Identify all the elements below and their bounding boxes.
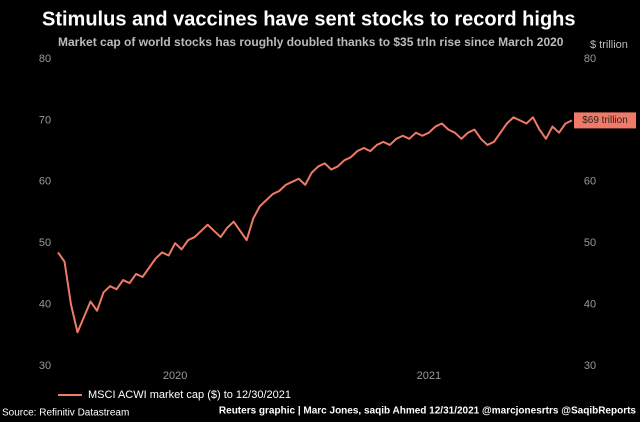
y-tick-label: 60 bbox=[39, 176, 51, 188]
line bbox=[57, 116, 573, 334]
credit: Reuters graphic | Marc Jones, saqib Ahme… bbox=[219, 406, 637, 417]
legend-label: MSCI ACWI market cap ($) to 12/30/2021 bbox=[88, 389, 291, 401]
y-tick-label: 70 bbox=[39, 114, 51, 126]
y2-tick-label: 40 bbox=[584, 299, 596, 311]
y-tick-label: 30 bbox=[39, 360, 51, 372]
y-tick-label: 40 bbox=[39, 299, 51, 311]
y2-tick-label: 50 bbox=[584, 237, 596, 249]
y-tick-label: 80 bbox=[39, 53, 51, 65]
y2-tick-label: 30 bbox=[584, 360, 596, 372]
y-axis-label: $ trillion bbox=[590, 39, 628, 51]
y-tick-label: 50 bbox=[39, 237, 51, 249]
x-tick-label: 2021 bbox=[417, 370, 441, 382]
end-label: $69 trillion bbox=[582, 115, 628, 126]
x-tick-label: 2020 bbox=[163, 370, 187, 382]
y2-tick-label: 60 bbox=[584, 176, 596, 188]
y2-tick-label: 80 bbox=[584, 53, 596, 65]
end-label-box bbox=[574, 112, 636, 129]
source: Source: Refinitiv Datastream bbox=[2, 408, 129, 419]
chart-subtitle: Market cap of world stocks has roughly d… bbox=[58, 35, 564, 49]
chart-title: Stimulus and vaccines have sent stocks t… bbox=[42, 8, 576, 30]
